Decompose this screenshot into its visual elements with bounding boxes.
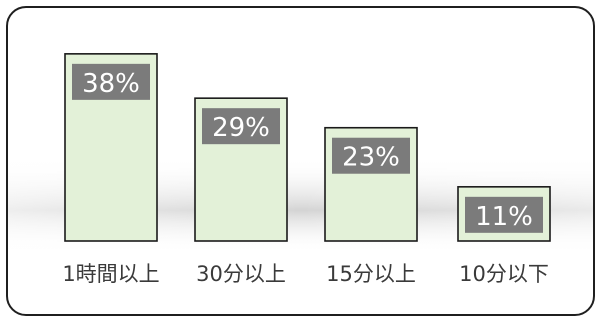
chart-frame: 38% 29% 23% 11% 1時間以上 30分以上 15分以上 10分以下	[6, 6, 595, 316]
data-label-0: 38%	[82, 69, 140, 99]
data-label-box-3	[465, 196, 543, 233]
data-label-3: 11%	[475, 202, 533, 232]
data-label-2: 23%	[342, 143, 400, 173]
category-label-0: 1時間以上	[62, 262, 159, 286]
data-label-box-0	[72, 63, 150, 100]
bar-chart: 38% 29% 23% 11% 1時間以上 30分以上 15分以上 10分以下	[8, 53, 593, 286]
category-label-1: 30分以上	[196, 262, 286, 286]
category-label-3: 10分以下	[459, 262, 549, 286]
data-label-1: 29%	[212, 113, 270, 143]
data-label-box-1	[202, 108, 280, 145]
category-label-2: 15分以上	[326, 262, 416, 286]
data-label-box-2	[332, 137, 410, 174]
